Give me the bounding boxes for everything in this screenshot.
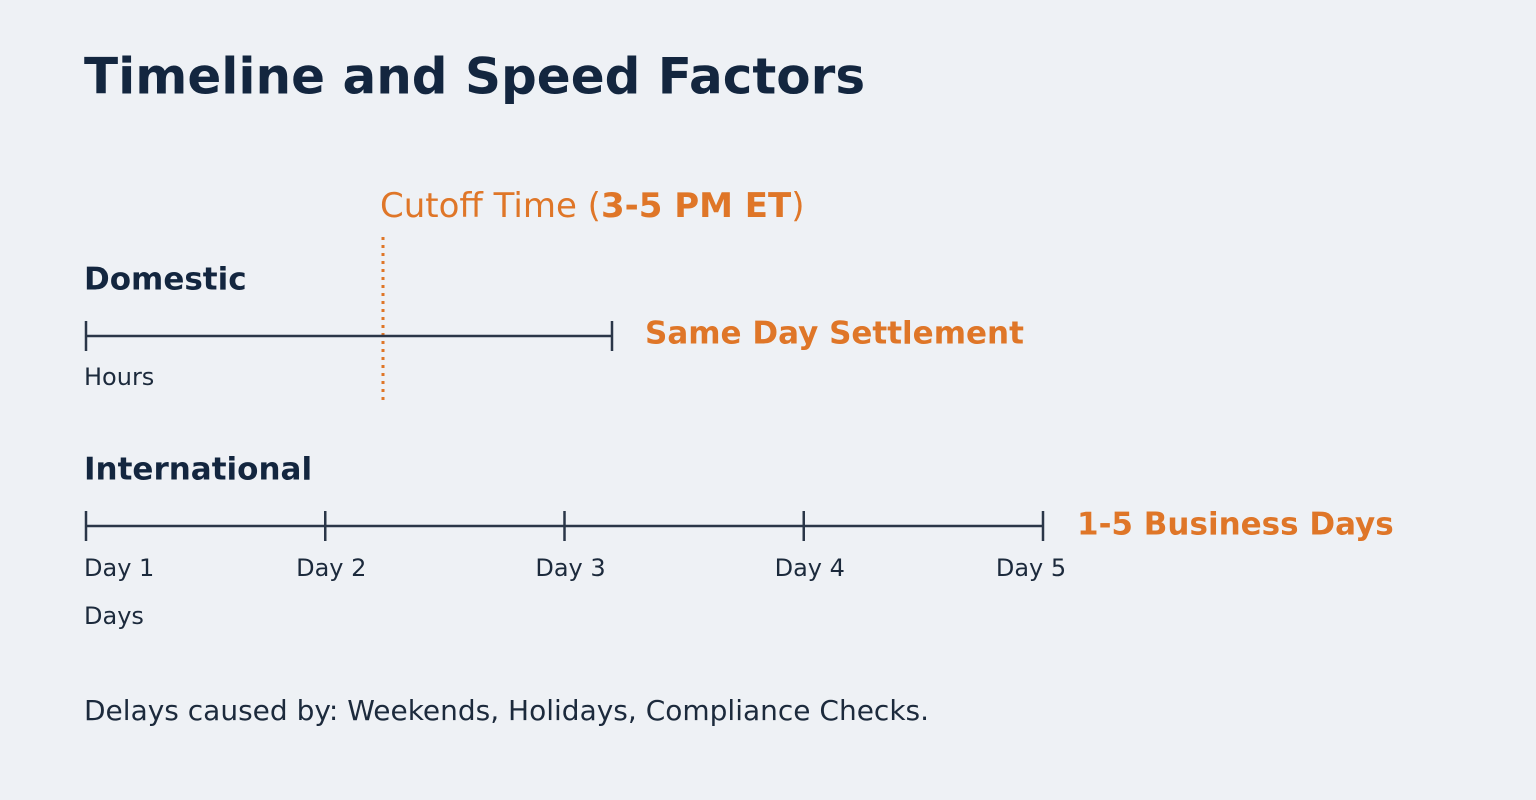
international-label: International — [84, 452, 312, 488]
slide-title: Timeline and Speed Factors — [84, 48, 865, 106]
domestic-unit: Hours — [84, 363, 154, 391]
cutoff-label: Cutoff Time (3-5 PM ET) — [380, 186, 804, 226]
cutoff-suffix: ) — [791, 186, 804, 226]
international-unit: Days — [84, 602, 144, 630]
domestic-result: Same Day Settlement — [645, 316, 1024, 352]
cutoff-prefix: Cutoff Time ( — [380, 186, 601, 226]
day-label: Day 5 — [996, 554, 1066, 582]
domestic-timeline — [84, 321, 614, 351]
day-label: Day 3 — [535, 554, 605, 582]
international-timeline — [84, 511, 1045, 541]
international-result: 1-5 Business Days — [1077, 507, 1394, 543]
day-label: Day 4 — [775, 554, 845, 582]
cutoff-emphasis: 3-5 PM ET — [601, 186, 792, 226]
day-label: Day 2 — [296, 554, 366, 582]
delay-note: Delays caused by: Weekends, Holidays, Co… — [84, 694, 929, 727]
day-label: Day 1 — [84, 554, 154, 582]
domestic-label: Domestic — [84, 262, 247, 298]
